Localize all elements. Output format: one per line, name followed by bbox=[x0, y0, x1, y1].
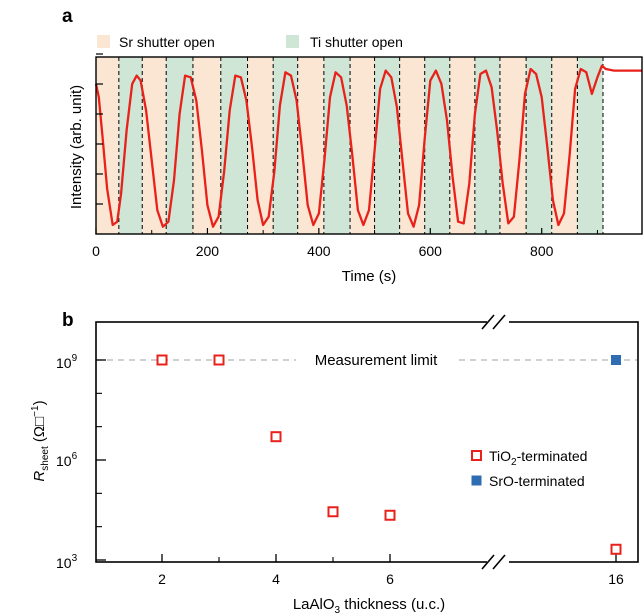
tio2-data-point bbox=[213, 354, 225, 366]
sro-data-point bbox=[611, 355, 621, 365]
y-tick-label-1e9: 109 bbox=[56, 353, 78, 371]
panel-a-legend: Sr shutter open Ti shutter open bbox=[97, 34, 403, 50]
panel-a-frame bbox=[95, 56, 643, 235]
legend-sro-label: SrO-terminated bbox=[489, 473, 585, 489]
panel-a-label: a bbox=[62, 6, 73, 27]
panel-b-y-ticks bbox=[96, 359, 106, 561]
ti-shutter-band bbox=[424, 57, 450, 234]
x-tick-label: 200 bbox=[196, 243, 220, 259]
tio2-data-point bbox=[610, 543, 622, 555]
x-tick-label: 400 bbox=[307, 243, 331, 259]
x-tick-label: 800 bbox=[530, 243, 554, 259]
rheed-intensity-line bbox=[94, 64, 642, 228]
x-tick-label: 4 bbox=[272, 571, 280, 587]
legend-sr-label: Sr shutter open bbox=[119, 34, 215, 50]
panel-b-x-ticks: 2 4 6 16 bbox=[158, 554, 624, 587]
legend-sr-swatch bbox=[97, 35, 110, 48]
panel-a-x-ticks: 0 200 400 600 800 bbox=[92, 228, 598, 259]
shutter-boundaries bbox=[118, 57, 604, 234]
x-tick-label: 0 bbox=[92, 243, 100, 259]
panel-b-x-axis-label: LaAlO3 thickness (u.c.) bbox=[293, 596, 445, 616]
panel-b-frame bbox=[95, 321, 639, 563]
measurement-limit-annotation: Measurement limit bbox=[315, 352, 438, 369]
panel-b-legend: TiO2-terminated SrO-terminated bbox=[471, 448, 587, 489]
legend-ti-label: Ti shutter open bbox=[310, 34, 403, 50]
panel-b-plot: Measurement limit 2 4 6 16 TiO2-terminated … bbox=[56, 314, 639, 587]
x-tick-label: 600 bbox=[419, 243, 443, 259]
panel-a-y-ticks bbox=[96, 53, 103, 205]
x-tick-label: 16 bbox=[608, 571, 624, 587]
y-tick-label-1e3: 103 bbox=[56, 553, 78, 571]
panel-a-y-axis-label: Intensity (arb. unit) bbox=[68, 85, 85, 209]
sr-shutter-band bbox=[499, 57, 527, 234]
sr-shutter-band bbox=[142, 57, 167, 234]
axis-break-bottom bbox=[481, 554, 509, 570]
sr-shutter-band bbox=[399, 57, 425, 234]
sr-shutter-band bbox=[96, 57, 119, 234]
y-tick-label-1e6: 106 bbox=[56, 451, 78, 469]
ti-shutter-band bbox=[374, 57, 400, 234]
panel-b-y-axis-label: Rsheet (Ω□−1) bbox=[30, 400, 51, 481]
legend-sro-marker bbox=[471, 475, 482, 486]
axis-break-top bbox=[481, 314, 509, 330]
tio2-data-point bbox=[156, 354, 168, 366]
tio2-data-point bbox=[270, 431, 282, 443]
x-tick-label: 6 bbox=[386, 571, 394, 587]
panel-b-label: b bbox=[62, 310, 74, 331]
panel-b-points bbox=[156, 354, 622, 555]
legend-tio2-marker bbox=[471, 450, 482, 461]
sr-shutter-band bbox=[449, 57, 475, 234]
tio2-data-point bbox=[384, 509, 396, 521]
tio2-data-point bbox=[327, 506, 339, 518]
legend-ti-swatch bbox=[286, 35, 299, 48]
ti-shutter-band bbox=[323, 57, 351, 234]
panel-a-x-axis-label: Time (s) bbox=[342, 268, 396, 285]
ti-shutter-band bbox=[118, 57, 143, 234]
x-tick-label: 2 bbox=[158, 571, 166, 587]
legend-tio2-label: TiO2-terminated bbox=[489, 448, 587, 468]
sr-shutter-band bbox=[350, 57, 375, 234]
annotation-backdrop bbox=[296, 349, 456, 371]
panel-a-plot: 0 200 400 600 800 bbox=[92, 53, 643, 259]
